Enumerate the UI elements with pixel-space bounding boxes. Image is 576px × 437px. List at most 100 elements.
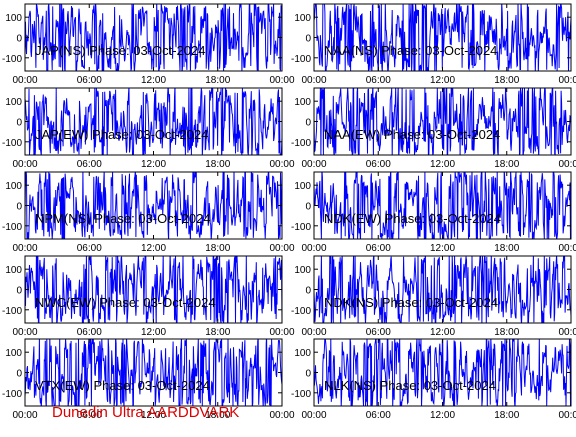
y-tick-label: 0 xyxy=(16,286,22,297)
x-tick-label: 00:00 xyxy=(269,159,294,170)
panel-title: VTX(EW) Phase: 03-Oct-2024 xyxy=(35,378,210,393)
y-tick-label: 0 xyxy=(16,34,22,45)
x-tick-label: 00:00 xyxy=(301,327,326,338)
x-tick-label: 18:00 xyxy=(494,243,519,254)
x-tick-label: 00:00 xyxy=(558,243,576,254)
y-tick-label: -100 xyxy=(2,306,22,317)
x-tick-label: 00:00 xyxy=(12,327,37,338)
phase-panel: 100 0 -100 00:00 06:00 12:00 18:00 00:00 JAP(EW)… xyxy=(2,87,295,170)
y-tick-label: 100 xyxy=(5,97,22,108)
x-tick-label: 00:00 xyxy=(558,159,576,170)
phase-trace xyxy=(25,339,282,406)
y-tick-label: -100 xyxy=(291,54,311,65)
panel-title: NDK(EW) Phase: 03-Oct-2024 xyxy=(324,211,501,226)
x-tick-label: 00:00 xyxy=(12,410,37,421)
y-tick-label: 100 xyxy=(5,181,22,192)
y-tick-label: 0 xyxy=(305,369,311,380)
y-tick-label: -100 xyxy=(2,138,22,149)
x-tick-label: 00:00 xyxy=(269,243,294,254)
x-tick-label: 12:00 xyxy=(430,75,455,86)
x-tick-label: 00:00 xyxy=(269,327,294,338)
y-tick-label: 0 xyxy=(305,34,311,45)
phase-panel: 100 0 -100 00:00 06:00 12:00 18:00 00:00 JAP(NS)… xyxy=(2,3,295,86)
y-tick-label: 100 xyxy=(5,348,22,359)
phase-panel: 100 0 -100 00:00 06:00 12:00 18:00 00:00 NPM(NS)… xyxy=(2,171,295,254)
y-tick-label: -100 xyxy=(291,222,311,233)
panel-title: NAA(EW) Phase: 03-Oct-2024 xyxy=(324,127,500,142)
y-tick-label: 100 xyxy=(294,181,311,192)
y-tick-label: 0 xyxy=(305,286,311,297)
x-tick-label: 06:00 xyxy=(366,159,391,170)
x-tick-label: 18:00 xyxy=(494,159,519,170)
phase-panel: 100 0 -100 00:00 06:00 12:00 18:00 00:00 NAA(NS)… xyxy=(291,3,576,86)
x-tick-label: 00:00 xyxy=(12,243,37,254)
panel-title: JAP(EW) Phase: 03-Oct-2024 xyxy=(35,127,208,142)
y-tick-label: 0 xyxy=(16,202,22,213)
x-tick-label: 12:00 xyxy=(141,410,166,421)
x-tick-label: 00:00 xyxy=(301,159,326,170)
x-tick-label: 00:00 xyxy=(558,410,576,421)
phase-panel: 100 0 -100 00:00 06:00 12:00 18:00 00:00 NLK(NS)… xyxy=(291,338,576,421)
panel-title: NPM(NS) Phase: 03-Oct-2024 xyxy=(35,211,211,226)
y-tick-label: -100 xyxy=(2,54,22,65)
y-tick-label: -100 xyxy=(291,389,311,400)
credit-label: Dunedin Ultra AARDDVARK xyxy=(52,404,240,421)
x-tick-label: 06:00 xyxy=(77,410,102,421)
x-tick-label: 00:00 xyxy=(301,243,326,254)
y-tick-label: 100 xyxy=(5,265,22,276)
x-tick-label: 18:00 xyxy=(205,159,230,170)
x-tick-label: 00:00 xyxy=(301,410,326,421)
y-tick-label: 100 xyxy=(294,97,311,108)
x-tick-label: 12:00 xyxy=(141,159,166,170)
x-tick-label: 00:00 xyxy=(558,327,576,338)
phase-panel: 100 0 -100 00:00 06:00 12:00 18:00 00:00 NDK(NS)… xyxy=(291,255,576,338)
x-tick-label: 12:00 xyxy=(141,327,166,338)
x-tick-label: 12:00 xyxy=(430,327,455,338)
phase-trace xyxy=(314,256,571,323)
phase-trace xyxy=(314,172,571,239)
panel-title: NAA(NS) Phase: 03-Oct-2024 xyxy=(324,43,497,58)
x-tick-label: 00:00 xyxy=(558,75,576,86)
x-tick-label: 12:00 xyxy=(430,159,455,170)
x-tick-label: 06:00 xyxy=(366,327,391,338)
x-tick-label: 18:00 xyxy=(494,327,519,338)
x-tick-label: 18:00 xyxy=(205,75,230,86)
x-tick-label: 18:00 xyxy=(494,410,519,421)
x-tick-label: 12:00 xyxy=(141,243,166,254)
y-tick-label: 100 xyxy=(294,348,311,359)
phase-panel: 100 0 -100 00:00 06:00 12:00 18:00 00:00 VTX(EW)… xyxy=(2,338,295,421)
panel-title: NDK(NS) Phase: 03-Oct-2024 xyxy=(324,295,498,310)
phase-panel: 100 0 -100 00:00 06:00 12:00 18:00 00:00 NDK(EW)… xyxy=(291,171,576,254)
phase-trace xyxy=(25,88,282,155)
x-tick-label: 06:00 xyxy=(77,75,102,86)
x-tick-label: 12:00 xyxy=(430,410,455,421)
panel-title: NWC(EW) Phase: 03-Oct-2024 xyxy=(35,295,216,310)
x-tick-label: 18:00 xyxy=(205,327,230,338)
x-tick-label: 00:00 xyxy=(269,410,294,421)
phase-trace xyxy=(25,172,282,239)
panel-title: JAP(NS) Phase: 03-Oct-2024 xyxy=(35,43,206,58)
x-tick-label: 06:00 xyxy=(77,159,102,170)
y-tick-label: 100 xyxy=(5,13,22,24)
phase-trace xyxy=(314,339,571,406)
x-tick-label: 06:00 xyxy=(77,327,102,338)
phase-panel: 100 0 -100 00:00 06:00 12:00 18:00 00:00 NAA(EW)… xyxy=(291,87,576,170)
phase-panel: 100 0 -100 00:00 06:00 12:00 18:00 00:00 NWC(EW)… xyxy=(2,255,295,338)
x-tick-label: 06:00 xyxy=(366,410,391,421)
phase-trace xyxy=(314,4,571,71)
x-tick-label: 18:00 xyxy=(205,243,230,254)
phase-trace xyxy=(314,88,571,155)
panel-title: NLK(NS) Phase: 03-Oct-2024 xyxy=(324,378,496,393)
y-tick-label: 100 xyxy=(294,13,311,24)
x-tick-label: 18:00 xyxy=(494,75,519,86)
y-tick-label: 0 xyxy=(305,118,311,129)
y-tick-label: 0 xyxy=(305,202,311,213)
y-tick-label: 0 xyxy=(16,118,22,129)
x-tick-label: 06:00 xyxy=(366,243,391,254)
y-tick-label: -100 xyxy=(291,306,311,317)
x-tick-label: 06:00 xyxy=(77,243,102,254)
phase-trace xyxy=(25,256,282,323)
y-tick-label: 100 xyxy=(294,265,311,276)
